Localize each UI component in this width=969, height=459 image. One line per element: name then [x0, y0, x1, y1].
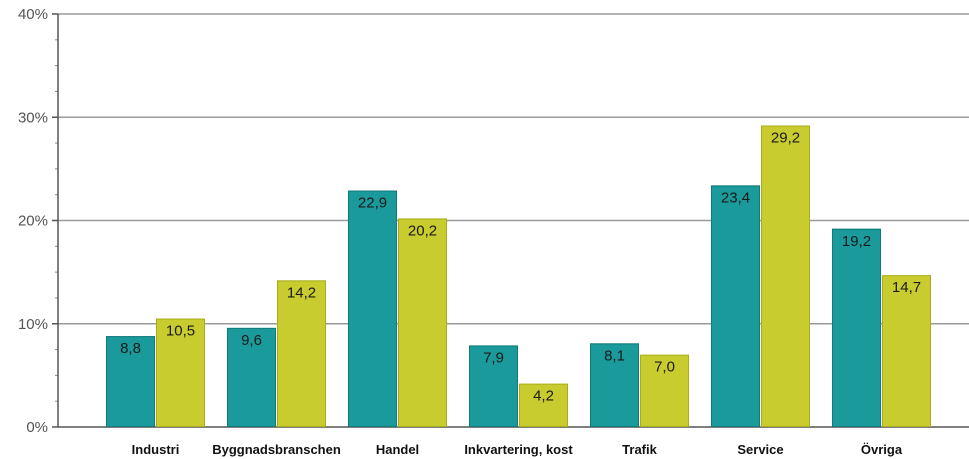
bar-yellow: [761, 125, 810, 427]
data-label: 20,2: [408, 222, 437, 239]
bar-yellow: [519, 383, 568, 427]
bar-outline: [469, 345, 518, 427]
x-category-label: Handel: [376, 442, 419, 457]
data-label: 7,0: [654, 359, 675, 376]
data-label: 23,4: [721, 189, 750, 206]
data-label: 9,6: [241, 332, 262, 349]
bar-outline: [348, 190, 397, 427]
bar-yellow: [156, 318, 205, 427]
x-category-label: Service: [737, 442, 783, 457]
bar-yellow: [882, 275, 931, 427]
bar-outline: [156, 318, 205, 427]
bar-outline: [761, 125, 810, 427]
bar-yellow: [640, 354, 689, 427]
bar-yellow: [277, 280, 326, 427]
y-tick-label: 10%: [18, 316, 48, 333]
x-category-label: Trafik: [622, 442, 657, 457]
bar-outline: [832, 228, 881, 427]
data-label: 8,8: [120, 340, 141, 357]
axes: 0% 10% 20% 30% 40%: [18, 6, 969, 436]
bar-teal: [832, 228, 881, 427]
bar-teal: [227, 327, 276, 427]
bar-teal: [106, 336, 155, 427]
data-label: 4,2: [533, 388, 554, 405]
y-tick-label: 20%: [18, 213, 48, 230]
bar-outline: [590, 343, 639, 427]
bar-yellow: [398, 218, 447, 427]
bar-outline: [640, 354, 689, 428]
data-label: 22,9: [358, 195, 387, 212]
data-label: 14,2: [287, 284, 316, 301]
bar-outline: [519, 383, 568, 428]
data-labels: 8,8 10,5 9,6 14,2 22,9 20,2 7,9 4,2 8,1 7,0 23,4 29…: [120, 130, 921, 405]
x-category-label: Industri: [132, 442, 180, 457]
bar-teal: [711, 185, 760, 427]
bar-teal: [469, 345, 518, 427]
bar-outline: [227, 327, 276, 428]
bar-outline: [711, 185, 760, 427]
gridlines: [58, 13, 969, 325]
x-category-label: Byggnadsbranschen: [212, 442, 341, 457]
data-label: 10,5: [166, 323, 195, 340]
bar-teal: [590, 343, 639, 427]
bar-outline: [882, 275, 931, 427]
x-category-label: Övriga: [861, 442, 903, 457]
category-labels: Industri Byggnadsbranschen Handel Inkvarter…: [132, 442, 903, 457]
data-label: 7,9: [483, 349, 504, 366]
bar-teal: [348, 190, 397, 427]
bar-outline: [277, 280, 326, 428]
bars: [106, 125, 931, 428]
data-label: 8,1: [604, 347, 625, 364]
y-tick-label: 0%: [26, 419, 48, 436]
bar-outline: [106, 336, 155, 428]
y-tick-label: 40%: [18, 6, 48, 23]
data-label: 29,2: [771, 130, 800, 147]
x-category-label: Inkvartering, kost: [464, 442, 573, 457]
y-tick-label: 30%: [18, 109, 48, 126]
bar-outline: [398, 218, 447, 427]
data-label: 14,7: [892, 279, 921, 296]
data-label: 19,2: [842, 233, 871, 250]
